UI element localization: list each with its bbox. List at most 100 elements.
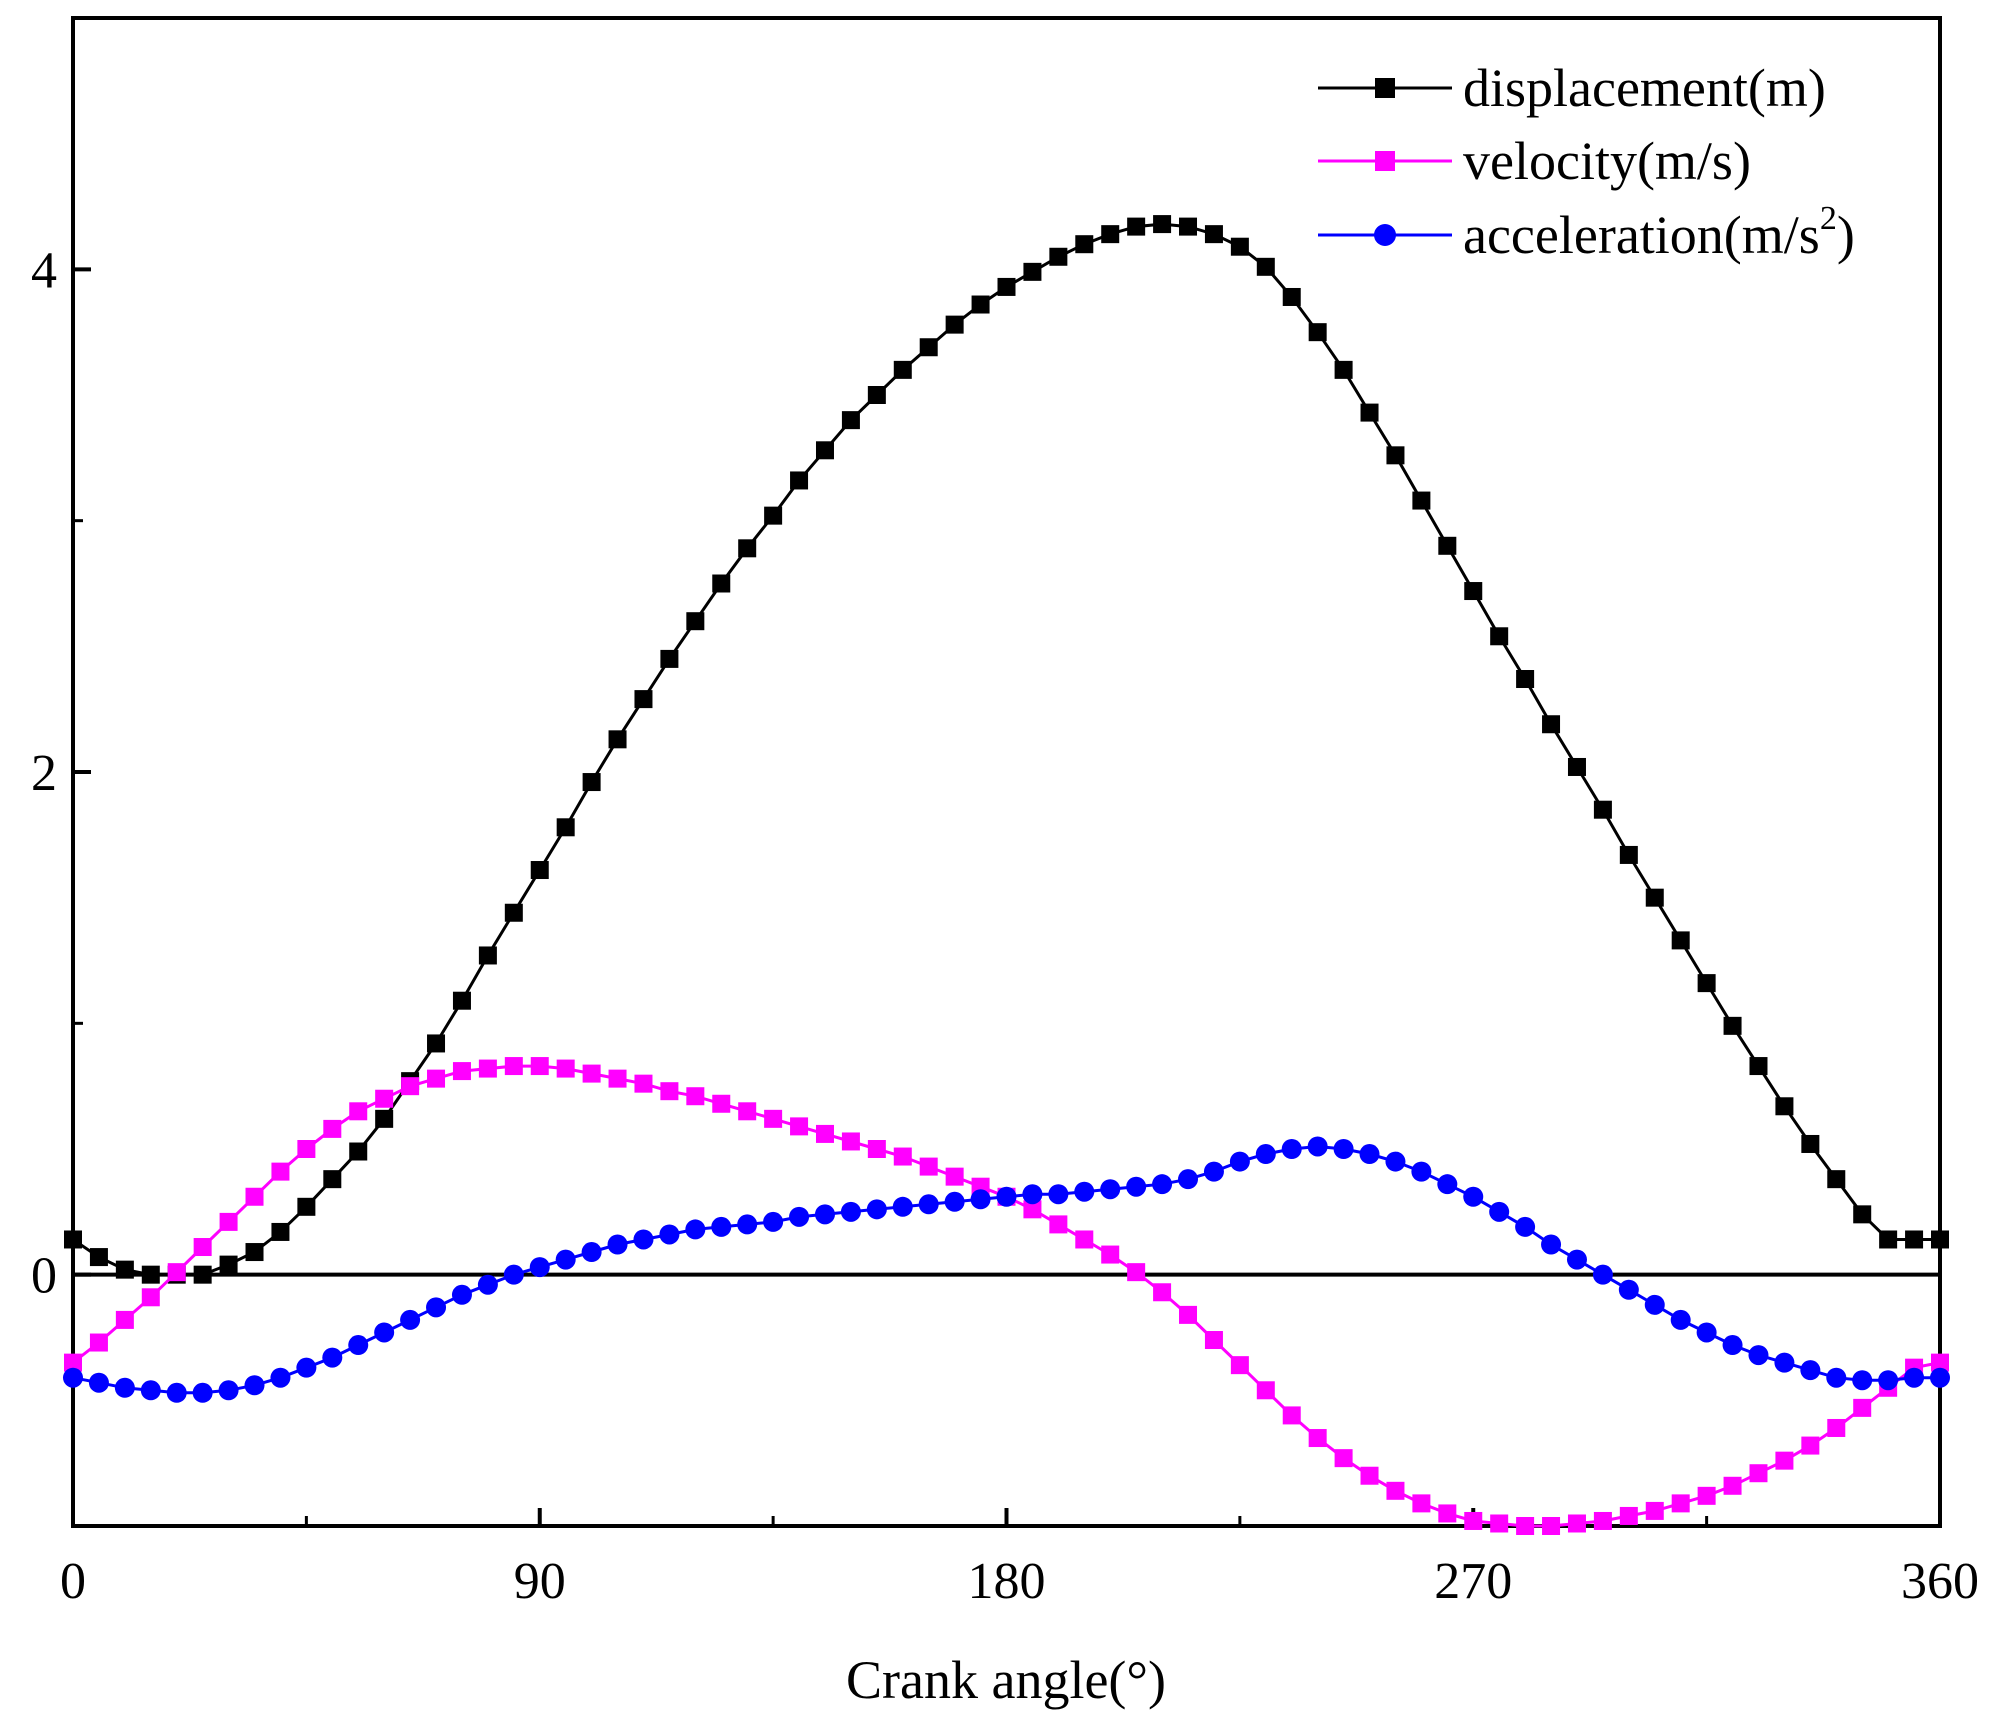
- data-point: [841, 411, 860, 430]
- data-point: [790, 1117, 809, 1136]
- data-point: [192, 1382, 213, 1403]
- data-point: [1826, 1367, 1847, 1388]
- y-tick-label: 4: [31, 242, 57, 299]
- series-line: [72, 1064, 1941, 1528]
- x-axis-title: Crank angle(°): [846, 1650, 1166, 1710]
- data-point: [140, 1380, 161, 1401]
- data-point: [323, 1119, 342, 1138]
- data-point: [1152, 1174, 1173, 1195]
- data-point: [89, 1333, 108, 1352]
- data-point: [1049, 247, 1068, 266]
- data-point: [711, 1216, 732, 1237]
- data-point: [427, 1034, 446, 1053]
- data-point: [1179, 217, 1198, 236]
- data-point: [997, 277, 1016, 296]
- legend-item-displacement: displacement(m): [1318, 58, 1826, 118]
- data-point: [919, 338, 938, 357]
- data-point: [1800, 1360, 1821, 1381]
- data-point: [1127, 1263, 1146, 1282]
- data-point: [1179, 1305, 1198, 1324]
- data-point: [660, 1082, 679, 1101]
- data-point: [348, 1335, 369, 1356]
- data-point: [1542, 715, 1561, 734]
- data-point: [1490, 1514, 1509, 1533]
- data-point: [996, 1186, 1017, 1207]
- data-point: [1592, 1264, 1613, 1285]
- data-point: [1490, 627, 1509, 646]
- data-point: [815, 441, 834, 460]
- data-point: [945, 315, 964, 334]
- data-point: [297, 1140, 316, 1158]
- data-point: [1308, 1429, 1327, 1448]
- data-point: [919, 1157, 938, 1176]
- legend-label-acceleration-main: acceleration(m/s: [1463, 205, 1820, 265]
- data-point: [529, 1257, 550, 1278]
- data-point: [1879, 1230, 1898, 1249]
- data-point: [1931, 1230, 1949, 1249]
- data-point: [166, 1382, 187, 1403]
- data-point: [1775, 1451, 1794, 1470]
- data-point: [867, 1140, 886, 1158]
- series-layer: [63, 215, 1950, 1535]
- data-point: [1101, 225, 1120, 244]
- data-point: [1723, 1016, 1742, 1035]
- legend-label-displacement: displacement(m): [1463, 58, 1826, 118]
- data-point: [815, 1124, 834, 1143]
- data-point: [737, 1214, 758, 1235]
- data-point: [63, 1367, 83, 1388]
- data-point: [427, 1069, 446, 1088]
- data-point: [1386, 446, 1405, 465]
- data-point: [970, 1189, 991, 1210]
- data-point: [634, 1074, 653, 1093]
- data-point: [582, 1064, 601, 1083]
- data-point: [478, 946, 497, 965]
- data-point: [608, 1069, 627, 1088]
- legend-marker-velocity: [1375, 151, 1395, 171]
- data-point: [893, 360, 912, 379]
- data-point: [1515, 1216, 1536, 1237]
- data-point: [1671, 1494, 1690, 1513]
- data-point: [1230, 1356, 1249, 1375]
- data-point: [349, 1142, 368, 1161]
- data-point: [1516, 670, 1535, 689]
- data-point: [764, 1109, 783, 1128]
- data-point: [64, 1353, 82, 1372]
- data-point: [582, 773, 601, 792]
- data-point: [1697, 1486, 1716, 1505]
- data-point: [1670, 1309, 1691, 1330]
- data-point: [1619, 1506, 1638, 1525]
- data-point: [1464, 582, 1483, 601]
- data-point: [866, 1199, 887, 1220]
- data-point: [1204, 1331, 1223, 1350]
- data-point: [1567, 757, 1586, 776]
- series-0: [64, 215, 1949, 1284]
- data-point: [115, 1310, 134, 1329]
- data-point: [1464, 1511, 1483, 1530]
- data-point: [322, 1347, 343, 1368]
- data-point: [297, 1197, 316, 1216]
- legend-label-acceleration-suffix: ): [1837, 205, 1855, 265]
- data-point: [1203, 1161, 1224, 1182]
- data-point: [244, 1375, 265, 1396]
- data-point: [374, 1322, 395, 1343]
- data-point: [1386, 1481, 1405, 1500]
- data-point: [1412, 1494, 1431, 1513]
- legend-item-acceleration: acceleration(m/s2): [1318, 200, 1855, 265]
- data-point: [452, 1062, 471, 1081]
- legend: displacement(m) velocity(m/s) accelerati…: [1318, 58, 1855, 265]
- data-point: [1542, 1517, 1561, 1535]
- data-point: [738, 1102, 757, 1121]
- data-point: [1619, 845, 1638, 864]
- data-point: [349, 1102, 368, 1121]
- series-2: [63, 1136, 1950, 1403]
- series-line: [72, 1144, 1940, 1395]
- legend-label-velocity: velocity(m/s): [1463, 131, 1751, 191]
- data-point: [1774, 1352, 1795, 1373]
- x-tick-label: 360: [1901, 1553, 1979, 1610]
- data-point: [763, 1211, 784, 1232]
- data-point: [1438, 1504, 1457, 1523]
- data-point: [1023, 1200, 1042, 1219]
- x-axis: 0 90 180 270 360: [60, 1508, 1979, 1610]
- data-point: [1438, 536, 1457, 555]
- data-point: [1723, 1476, 1742, 1495]
